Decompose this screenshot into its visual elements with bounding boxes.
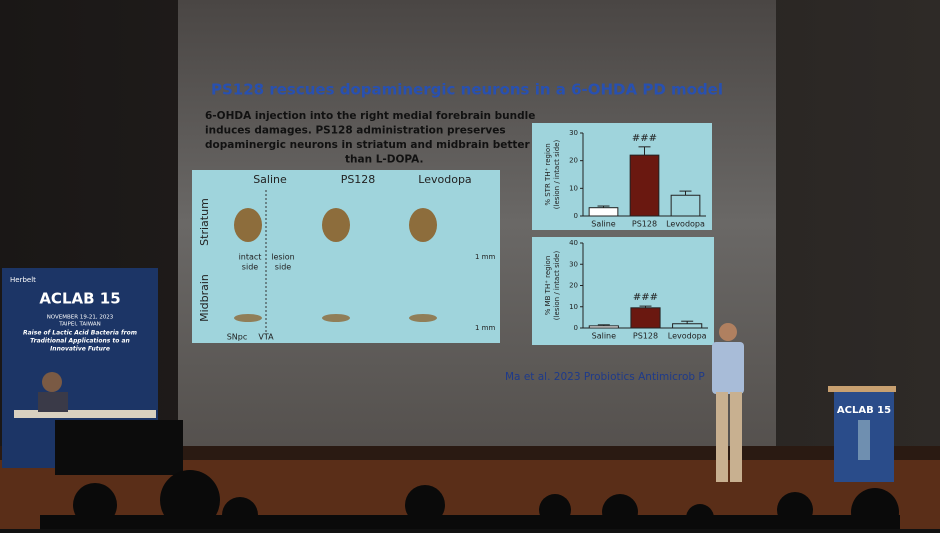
y-tick-label: 30 [569,129,578,137]
y-tick-label: 40 [569,239,578,247]
banner-date: NOVEMBER 19-21, 2023 [47,315,114,321]
scale-label: 1 mm [475,253,495,261]
bar [588,207,619,217]
y-tick-label: 10 [569,184,578,192]
column-label: Levodopa [418,173,471,186]
tissue [322,208,350,242]
banner-theme: Raise of Lactic Acid Bacteria from [23,330,137,337]
x-tick-label: Levodopa [666,220,705,229]
y-axis-label: (lesion / intact side) [553,251,561,321]
banner-theme: Innovative Future [50,346,110,353]
annotation: ### [632,133,657,144]
y-tick-label: 20 [569,282,578,290]
region-label: SNpc [227,333,248,342]
text-line: 6-OHDA injection into the right medial f… [205,110,535,122]
speaker-shirt [712,342,744,394]
bar [630,307,661,329]
tissue [409,314,437,322]
annotation: ### [633,292,658,303]
scale-label: 1 mm [475,324,495,332]
row-label: Striatum [198,198,211,246]
speaker-head [719,323,737,341]
banner-theme: Traditional Applications to an [30,338,130,345]
audience [40,470,900,533]
citation: Ma et al. 2023 Probiotics Antimicrob P [505,371,705,383]
lesion-label: side [275,263,291,272]
text-line: induces damages. PS128 administration pr… [205,125,506,137]
speaker-leg [716,392,728,482]
stage-edge [0,446,940,460]
y-axis-label: (lesion / intact side) [553,140,561,210]
y-axis-label: % STR TH⁺ region [544,143,552,205]
lesion-label: lesion [271,253,295,262]
text-line: than L-DOPA. [345,154,423,166]
monitor [55,420,183,475]
tissue [409,208,437,242]
tissue [234,314,262,322]
region-label: VTA [258,333,274,342]
y-tick-label: 30 [569,260,578,268]
bar [670,194,701,217]
x-tick-label: PS128 [633,332,658,341]
y-tick-label: 10 [569,303,578,311]
histology: Saline PS128 Levodopa Striatum Midbrain intac… [198,173,495,342]
banner-place: TAIPEI, TAIWAN [58,322,101,328]
banner-logo: Herbelt [10,276,36,284]
person [42,372,62,392]
y-tick-label: 0 [574,324,578,332]
text-line: dopaminergic neurons in striatum and mid… [205,139,531,151]
tissue [234,208,262,242]
banner-title: ACLAB 15 [39,290,120,308]
intact-label: side [242,263,258,272]
person [38,392,68,412]
y-tick-label: 0 [574,212,578,220]
image-panel [192,170,500,343]
y-tick-label: 20 [569,157,578,165]
column-label: PS128 [341,173,376,186]
y-axis-label: % MB TH⁺ region [544,256,552,316]
x-tick-label: Saline [591,220,615,229]
table [14,410,156,418]
slide-title: PS128 rescues dopaminergic neurons in a … [211,81,723,99]
intact-label: intact [239,253,262,262]
bar [629,154,660,217]
speaker-leg [730,392,742,482]
row-label: Midbrain [198,274,211,322]
x-tick-label: Saline [592,332,616,341]
bar [672,323,703,329]
x-tick-label: Levodopa [668,332,707,341]
column-label: Saline [253,173,287,186]
tower [858,420,870,460]
tissue [322,314,350,322]
bar [588,325,619,329]
x-tick-label: PS128 [632,220,657,229]
podium-top [828,386,896,392]
slide-text: 6-OHDA injection into the right medial f… [205,110,535,166]
podium-title: ACLAB 15 [837,405,891,416]
